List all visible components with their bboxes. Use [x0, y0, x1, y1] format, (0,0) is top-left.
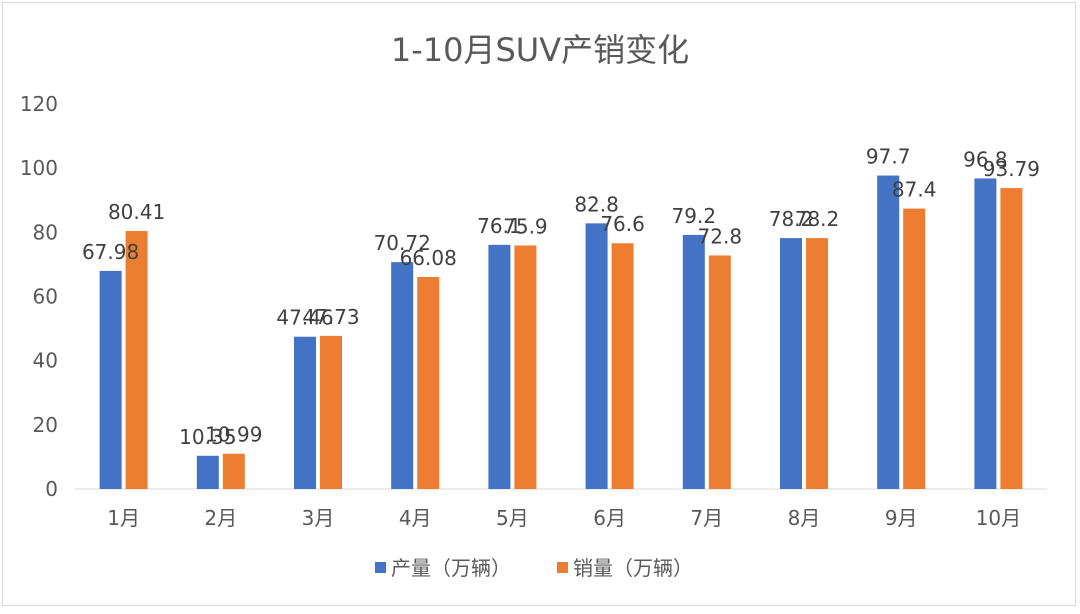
bar-sales	[320, 335, 342, 489]
bar-production	[585, 223, 608, 489]
bar-sales	[125, 231, 148, 489]
y-tick-label: 40	[33, 349, 58, 373]
x-category-label: 8月	[788, 506, 821, 530]
bar-sales	[806, 238, 828, 489]
data-label-sales: 78.2	[795, 207, 840, 231]
bar-chart: 1-10月SUV产销变化 0 20 40 60 80 100 120 67.98 80.41 1…	[20, 31, 1047, 580]
bars-group	[99, 175, 1023, 489]
data-label-production: 97.7	[866, 145, 911, 169]
data-label-sales: 72.8	[698, 224, 743, 248]
y-tick-label: 120	[20, 92, 58, 116]
bar-production	[391, 262, 414, 489]
bar-sales	[1000, 188, 1023, 489]
y-tick-label: 0	[45, 477, 58, 501]
data-label-sales: 76.6	[600, 212, 645, 236]
bar-production	[682, 234, 705, 489]
data-label-production: 82.8	[574, 192, 619, 216]
legend: 产量（万辆） 销量（万辆）	[375, 556, 693, 580]
legend-label: 产量（万辆）	[391, 556, 511, 580]
x-category-label: 10月	[976, 506, 1021, 530]
chart-frame: 1-10月SUV产销变化 0 20 40 60 80 100 120 67.98 80.41 1…	[2, 2, 1076, 606]
chart-title: 1-10月SUV产销变化	[391, 31, 689, 69]
x-category-label: 9月	[885, 506, 918, 530]
bar-sales	[417, 276, 440, 489]
y-tick-label: 80	[33, 220, 58, 244]
data-label-production: 96.8	[963, 147, 1008, 171]
y-tick-label: 60	[33, 285, 58, 309]
y-axis-ticks: 0 20 40 60 80 100 120	[20, 92, 58, 501]
bar-production	[974, 178, 997, 489]
x-axis-labels: 1月 2月 3月 4月 5月 6月 7月 8月 9月 10月	[107, 506, 1021, 530]
bar-production	[99, 270, 122, 489]
data-label-sales: 87.4	[892, 178, 937, 202]
data-label-production: 10.35	[179, 425, 236, 449]
bar-production	[780, 238, 802, 489]
bar-sales	[611, 243, 634, 489]
data-label-sales: 80.41	[108, 200, 165, 224]
bar-sales	[708, 255, 731, 489]
bar-production	[877, 175, 900, 489]
data-label-production: 78.2	[769, 207, 814, 231]
x-category-label: 2月	[204, 506, 237, 530]
bar-production	[488, 244, 511, 489]
data-label-production: 79.2	[672, 204, 717, 228]
y-tick-label: 100	[20, 156, 58, 180]
legend-swatch	[375, 562, 386, 573]
data-label-sales: 75.9	[503, 214, 548, 238]
bar-production	[294, 336, 316, 489]
x-category-label: 4月	[399, 506, 432, 530]
bar-sales	[222, 453, 245, 489]
bar-sales	[903, 208, 926, 489]
x-category-label: 1月	[107, 506, 140, 530]
bar-production	[196, 455, 219, 489]
legend-label: 销量（万辆）	[573, 556, 693, 580]
y-tick-label: 20	[33, 413, 58, 437]
data-label-sales: 47.73	[302, 305, 359, 329]
data-label-sales: 10.99	[205, 423, 262, 447]
x-category-label: 3月	[302, 506, 335, 530]
x-category-label: 6月	[593, 506, 626, 530]
data-label-production: 47.46	[276, 306, 333, 330]
data-label-production: 70.72	[374, 231, 431, 255]
x-category-label: 7月	[690, 506, 723, 530]
data-label-sales: 66.08	[400, 246, 457, 270]
data-label-sales: 93.79	[983, 157, 1040, 181]
legend-swatch	[557, 562, 568, 573]
data-label-production: 76.1	[477, 214, 522, 238]
bar-sales	[514, 245, 537, 489]
data-label-production: 67.98	[82, 240, 139, 264]
x-category-label: 5月	[496, 506, 529, 530]
